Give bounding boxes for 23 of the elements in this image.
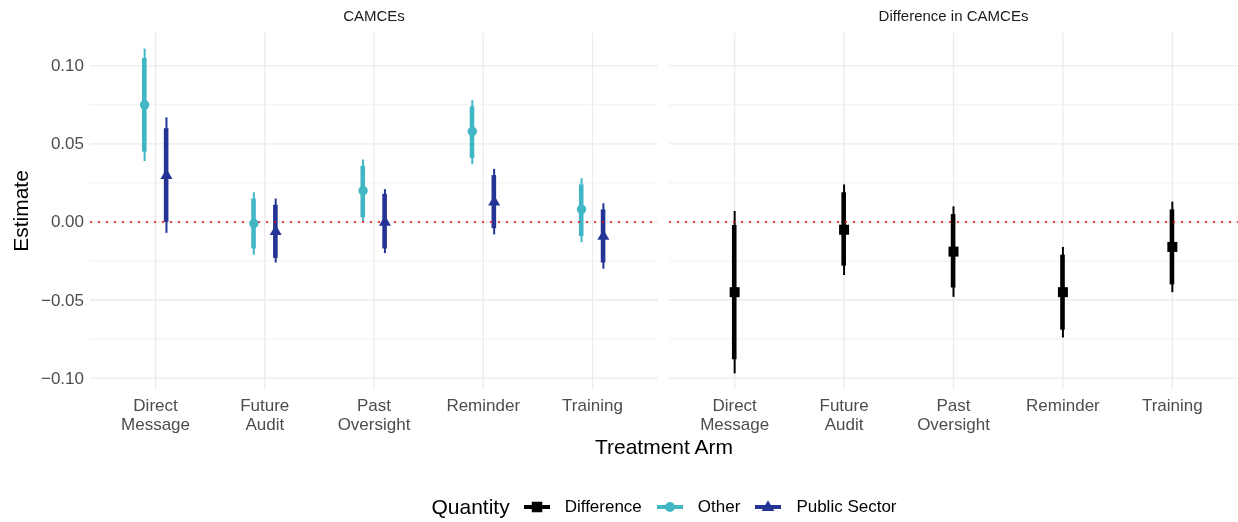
y-tick-label: 0.00 [50, 212, 84, 232]
x-tick-label: Training [1141, 396, 1203, 415]
x-tick-label: Past Oversight [917, 396, 991, 434]
chart-title: Difference in CAMCEs [877, 6, 1030, 26]
y-tick-label: −0.05 [40, 290, 84, 310]
y-tick-label: 0.10 [50, 56, 84, 76]
x-tick-label: Direct Message [700, 396, 770, 434]
legend-title: Quantity [431, 495, 510, 519]
y-tick-label: −0.10 [40, 368, 84, 388]
chart-title: CAMCEs [342, 6, 406, 26]
legend-label: Other [697, 497, 741, 517]
x-tick-label: Past Oversight [337, 396, 411, 434]
x-tick-label: Training [562, 396, 623, 415]
legend-label: Difference [564, 497, 642, 517]
legend-label: Public Sector [796, 497, 897, 517]
x-tick-label: Reminder [446, 396, 521, 415]
y-axis-title: Estimate [8, 170, 32, 252]
x-tick-label: Direct Message [121, 396, 191, 434]
x-tick-label: Reminder [1026, 396, 1101, 415]
x-axis-title: Treatment Arm [593, 434, 735, 460]
x-tick-label: Future Audit [819, 396, 869, 434]
x-tick-label: Future Audit [240, 396, 290, 434]
y-tick-label: 0.05 [50, 134, 84, 154]
